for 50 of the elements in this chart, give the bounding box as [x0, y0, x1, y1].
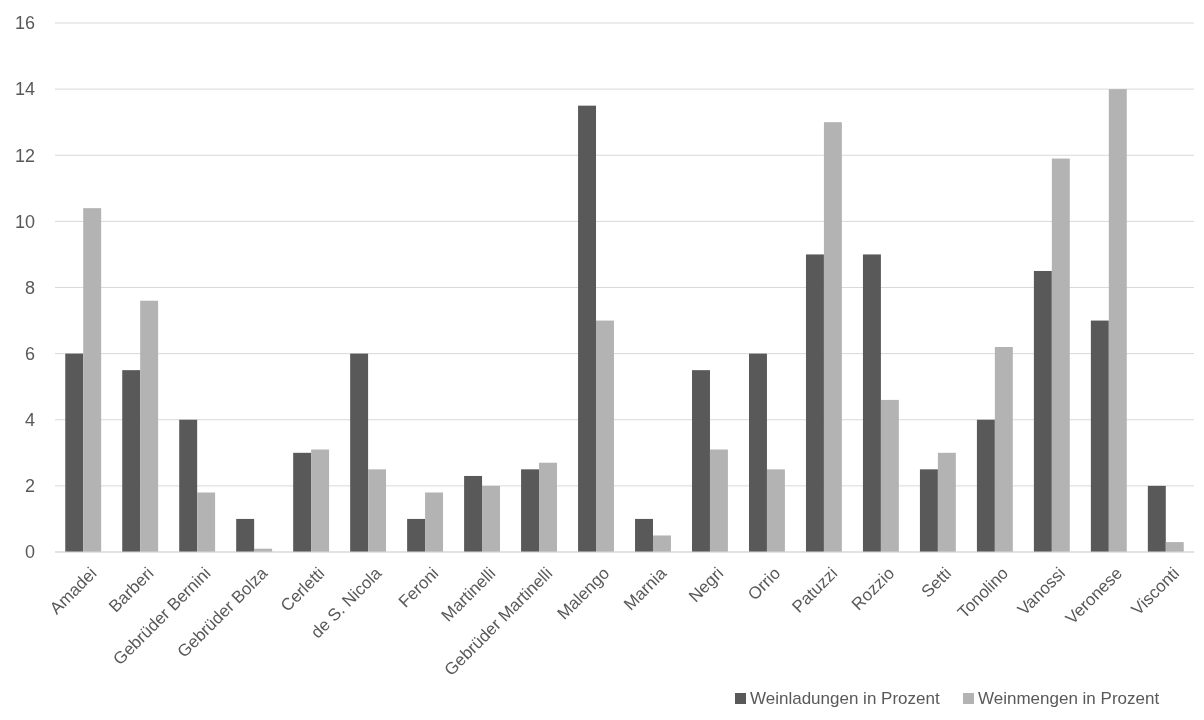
y-tick-label: 4 — [24, 410, 35, 431]
bar — [179, 419, 198, 552]
bar — [709, 449, 728, 552]
bar — [83, 208, 102, 552]
y-tick-label: 14 — [14, 79, 35, 100]
y-tick-label: 2 — [24, 476, 35, 497]
bar — [880, 399, 899, 552]
bar — [766, 469, 785, 552]
bar — [1147, 485, 1166, 552]
bar — [692, 370, 710, 552]
y-tick-label: 0 — [24, 542, 35, 563]
bar — [596, 320, 614, 552]
bar — [862, 254, 881, 552]
bar — [122, 370, 141, 552]
bar — [368, 469, 387, 552]
y-tick-label: 12 — [14, 145, 35, 166]
legend-label: Weinmengen in Prozent — [978, 689, 1160, 708]
bar — [407, 518, 426, 552]
bar — [539, 462, 557, 552]
bar — [578, 105, 597, 552]
bar — [994, 347, 1013, 552]
bar — [1108, 89, 1127, 552]
bar — [65, 353, 84, 552]
bar — [311, 449, 330, 552]
bar — [823, 122, 842, 552]
bar — [464, 475, 483, 552]
bar — [976, 419, 995, 552]
bar — [482, 485, 500, 552]
y-tick-label: 6 — [24, 343, 35, 364]
legend-label: Weinladungen in Prozent — [750, 689, 940, 708]
bar — [1090, 320, 1109, 552]
y-tick-label: 8 — [24, 277, 35, 298]
bar — [937, 452, 956, 552]
bar — [521, 469, 540, 552]
bar — [1033, 270, 1052, 552]
y-tick-label: 16 — [14, 13, 35, 34]
bar — [919, 469, 938, 552]
bar — [805, 254, 824, 552]
bar — [140, 300, 159, 552]
bar — [1051, 158, 1070, 552]
bar — [197, 492, 216, 552]
bar — [652, 535, 671, 552]
bar — [635, 518, 653, 552]
bar — [425, 492, 444, 552]
bar — [350, 353, 369, 552]
bar — [293, 452, 312, 552]
bar — [1165, 542, 1184, 552]
y-tick-label: 10 — [14, 211, 35, 232]
bar — [236, 518, 255, 552]
bar — [749, 353, 767, 552]
